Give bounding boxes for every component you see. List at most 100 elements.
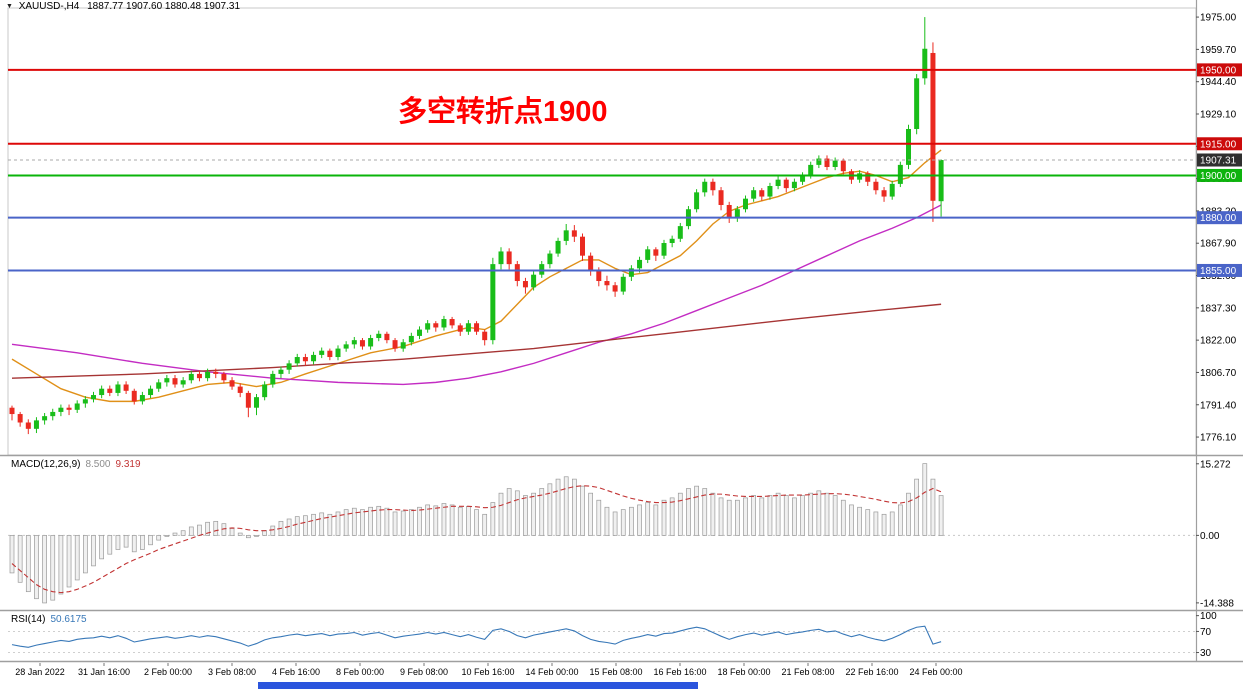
candle-body	[816, 158, 822, 165]
candle-body	[425, 323, 431, 330]
macd-signal-line	[11, 485, 942, 594]
candle-body	[498, 251, 504, 265]
price-badge-label: 1907.31	[1200, 156, 1237, 167]
candle-body	[637, 259, 643, 269]
macd-histogram-bar	[547, 483, 553, 536]
macd-histogram-bar	[506, 488, 512, 536]
ma-long-line	[11, 303, 942, 379]
candle-body	[612, 285, 618, 292]
rsi-value: 50.6175	[50, 614, 87, 625]
macd-histogram-bar	[148, 535, 153, 546]
price-badge	[1197, 211, 1242, 225]
macd-histogram-bar	[751, 495, 757, 536]
candle-body	[205, 371, 211, 379]
macd-histogram-bar	[930, 478, 936, 536]
macd-histogram-bar	[563, 476, 569, 536]
candle-body	[172, 378, 178, 385]
candle-body	[791, 181, 797, 189]
candle-body	[571, 230, 577, 237]
candle-body	[800, 175, 806, 182]
candle-body	[734, 209, 740, 218]
rsi-indicator-label: RSI(14) 50.6175	[11, 614, 87, 625]
candle-body	[873, 181, 879, 191]
macd-histogram-bar	[474, 509, 479, 536]
macd-histogram-bar	[66, 535, 72, 588]
price-badge-label: 1880.00	[1200, 213, 1237, 224]
candle-body	[262, 384, 268, 398]
candle-body	[669, 238, 675, 244]
time-label: 16 Feb 16:00	[653, 667, 706, 677]
candle-body	[319, 350, 325, 355]
candle-body	[400, 342, 406, 349]
macd-histogram-bar	[115, 535, 121, 550]
time-label: 4 Feb 16:00	[272, 667, 320, 677]
candle-body	[514, 264, 520, 282]
candle-body	[302, 357, 308, 362]
time-label: 14 Feb 00:00	[525, 667, 578, 677]
symbol-dropdown-icon[interactable]: ▼	[6, 3, 13, 10]
time-label: 21 Feb 08:00	[781, 667, 834, 677]
price-badge-label: 1855.00	[1200, 266, 1237, 277]
candle-body	[840, 160, 846, 172]
macd-histogram-bar	[922, 463, 928, 536]
time-label: 15 Feb 08:00	[589, 667, 642, 677]
macd-histogram-bar	[319, 512, 325, 536]
macd-histogram-bar	[571, 478, 577, 536]
macd-histogram-bar	[466, 505, 471, 536]
macd-histogram-bar	[482, 513, 488, 536]
macd-histogram-bar	[17, 535, 23, 583]
candle-body	[832, 160, 838, 167]
candle-body	[547, 253, 553, 265]
price-tick-label: 1929.10	[1200, 109, 1237, 120]
candle-body	[604, 281, 610, 286]
macd-histogram-bar	[653, 504, 659, 536]
annotation-text[interactable]: 多空转折点1900	[398, 96, 608, 128]
macd-signal-value: 9.319	[115, 459, 141, 470]
macd-histogram-bar	[433, 505, 439, 536]
price-tick-label: 1837.30	[1200, 303, 1237, 314]
macd-histogram-bar	[58, 535, 64, 595]
macd-histogram-bar	[262, 530, 267, 536]
candle-body	[156, 382, 162, 389]
macd-histogram-bar	[99, 535, 105, 560]
candle-body	[857, 173, 863, 180]
macd-histogram-bar	[91, 535, 96, 567]
candle-body	[131, 390, 137, 402]
price-tick-label: 1867.90	[1200, 239, 1237, 250]
candle-body	[196, 373, 202, 379]
candle-body	[359, 340, 365, 347]
macd-histogram-bar	[82, 535, 88, 574]
macd-histogram-bar	[661, 499, 667, 536]
candle-body	[327, 350, 333, 358]
candle-body	[930, 52, 936, 201]
candle-body	[311, 354, 317, 362]
macd-tick-label: -14.388	[1200, 598, 1234, 609]
candle-body	[702, 181, 708, 193]
candle-body	[17, 414, 23, 423]
macd-histogram-bar	[498, 492, 504, 536]
price-badge-label: 1900.00	[1200, 171, 1237, 182]
macd-histogram-bar	[270, 525, 276, 536]
candle-body	[751, 190, 757, 199]
price-tick-label: 1822.00	[1200, 336, 1237, 347]
candle-body	[74, 403, 80, 410]
macd-histogram-bar	[50, 535, 56, 601]
symbol-timeframe-label: XAUUSD-,H4	[18, 1, 80, 12]
macd-histogram-bar	[881, 513, 887, 536]
candle-body	[123, 384, 129, 391]
macd-main-value: 8.500	[85, 459, 111, 470]
candle-body	[99, 388, 105, 396]
macd-tick-label: 15.272	[1200, 459, 1231, 470]
macd-histogram-bar	[612, 511, 618, 536]
macd-histogram-bar	[74, 535, 80, 581]
macd-histogram-bar	[246, 535, 251, 539]
macd-histogram-bar	[849, 504, 854, 536]
time-label: 24 Feb 00:00	[909, 667, 962, 677]
candle-body	[213, 371, 219, 374]
rsi-tick-label: 100	[1200, 611, 1217, 622]
candle-body	[237, 386, 243, 393]
candle-body	[188, 373, 194, 381]
macd-tick-label: 0.00	[1200, 531, 1220, 542]
taskbar-fragment[interactable]	[258, 682, 698, 689]
